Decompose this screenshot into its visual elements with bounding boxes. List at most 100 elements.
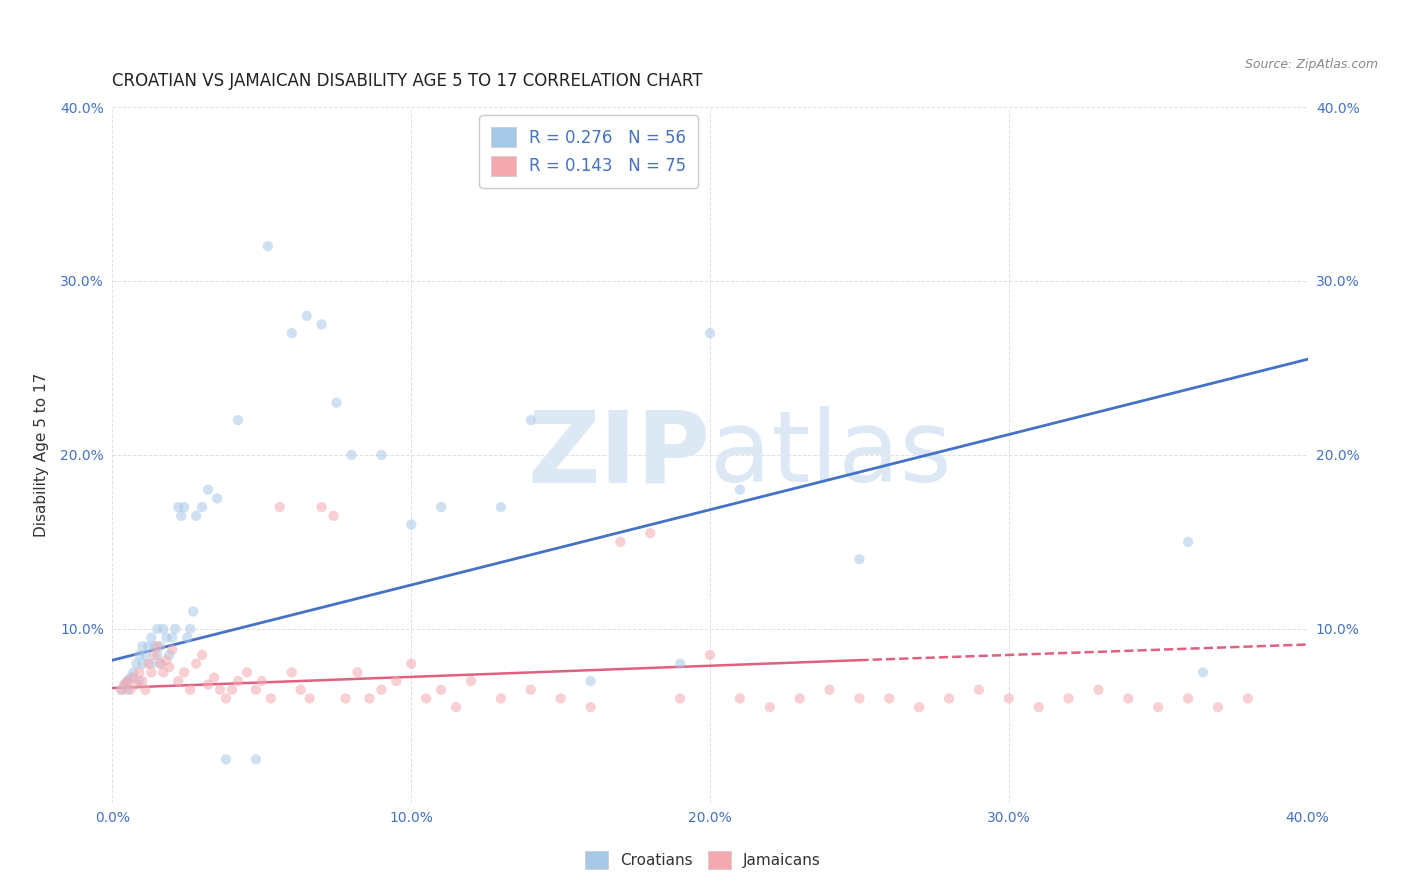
Point — [370, 682, 392, 697]
Point — [848, 691, 870, 706]
Point — [120, 671, 142, 685]
Point — [260, 691, 283, 706]
Point — [257, 239, 280, 253]
Point — [125, 657, 148, 671]
Point — [1118, 691, 1140, 706]
Point — [669, 691, 692, 706]
Y-axis label: Disability Age 5 to 17: Disability Age 5 to 17 — [34, 373, 49, 537]
Point — [322, 508, 344, 523]
Point — [848, 552, 870, 566]
Text: ZIP: ZIP — [527, 407, 710, 503]
Point — [430, 682, 453, 697]
Point — [157, 660, 180, 674]
Point — [401, 517, 423, 532]
Point — [311, 318, 333, 332]
Point — [221, 682, 243, 697]
Point — [699, 648, 721, 662]
Point — [1028, 700, 1050, 714]
Point — [167, 500, 190, 514]
Point — [609, 534, 631, 549]
Point — [908, 700, 931, 714]
Point — [430, 500, 453, 514]
Point — [146, 622, 169, 636]
Point — [295, 309, 318, 323]
Point — [141, 665, 163, 680]
Point — [385, 674, 408, 689]
Point — [155, 631, 177, 645]
Point — [325, 395, 347, 409]
Point — [125, 677, 148, 691]
Point — [205, 491, 228, 506]
Point — [938, 691, 960, 706]
Legend: Croatians, Jamaicans: Croatians, Jamaicans — [579, 845, 827, 875]
Point — [173, 500, 195, 514]
Point — [122, 671, 145, 685]
Point — [146, 648, 169, 662]
Point — [226, 413, 249, 427]
Point — [1206, 700, 1229, 714]
Point — [170, 508, 193, 523]
Point — [335, 691, 357, 706]
Point — [640, 526, 662, 541]
Point — [818, 682, 841, 697]
Point — [489, 691, 512, 706]
Point — [290, 682, 312, 697]
Point — [120, 682, 142, 697]
Point — [489, 500, 512, 514]
Point — [131, 639, 153, 653]
Point — [460, 674, 482, 689]
Point — [134, 648, 156, 662]
Point — [669, 657, 692, 671]
Point — [340, 448, 363, 462]
Point — [117, 674, 139, 689]
Point — [401, 657, 423, 671]
Point — [114, 677, 135, 691]
Point — [191, 648, 214, 662]
Point — [152, 622, 174, 636]
Point — [359, 691, 381, 706]
Point — [162, 642, 183, 657]
Point — [138, 639, 160, 653]
Point — [1177, 534, 1199, 549]
Point — [141, 657, 163, 671]
Point — [1057, 691, 1080, 706]
Point — [128, 665, 150, 680]
Point — [162, 631, 183, 645]
Point — [149, 657, 172, 671]
Point — [141, 631, 163, 645]
Point — [789, 691, 811, 706]
Point — [728, 691, 751, 706]
Point — [134, 682, 156, 697]
Point — [998, 691, 1021, 706]
Point — [181, 605, 204, 619]
Point — [149, 639, 172, 653]
Point — [370, 448, 392, 462]
Point — [226, 674, 249, 689]
Point — [1087, 682, 1109, 697]
Point — [245, 682, 267, 697]
Legend: R = 0.276   N = 56, R = 0.143   N = 75: R = 0.276 N = 56, R = 0.143 N = 75 — [479, 115, 699, 187]
Point — [236, 665, 259, 680]
Point — [173, 665, 195, 680]
Point — [1177, 691, 1199, 706]
Point — [202, 671, 225, 685]
Point — [131, 674, 153, 689]
Point — [215, 691, 238, 706]
Point — [579, 674, 602, 689]
Point — [1147, 700, 1170, 714]
Point — [157, 648, 180, 662]
Point — [138, 657, 160, 671]
Point — [167, 674, 190, 689]
Text: CROATIAN VS JAMAICAN DISABILITY AGE 5 TO 17 CORRELATION CHART: CROATIAN VS JAMAICAN DISABILITY AGE 5 TO… — [112, 72, 703, 90]
Point — [186, 657, 208, 671]
Point — [579, 700, 602, 714]
Point — [155, 653, 177, 667]
Point — [149, 657, 172, 671]
Point — [117, 674, 139, 689]
Point — [143, 648, 166, 662]
Point — [346, 665, 368, 680]
Point — [281, 665, 304, 680]
Point — [269, 500, 291, 514]
Text: Source: ZipAtlas.com: Source: ZipAtlas.com — [1244, 58, 1378, 71]
Point — [759, 700, 782, 714]
